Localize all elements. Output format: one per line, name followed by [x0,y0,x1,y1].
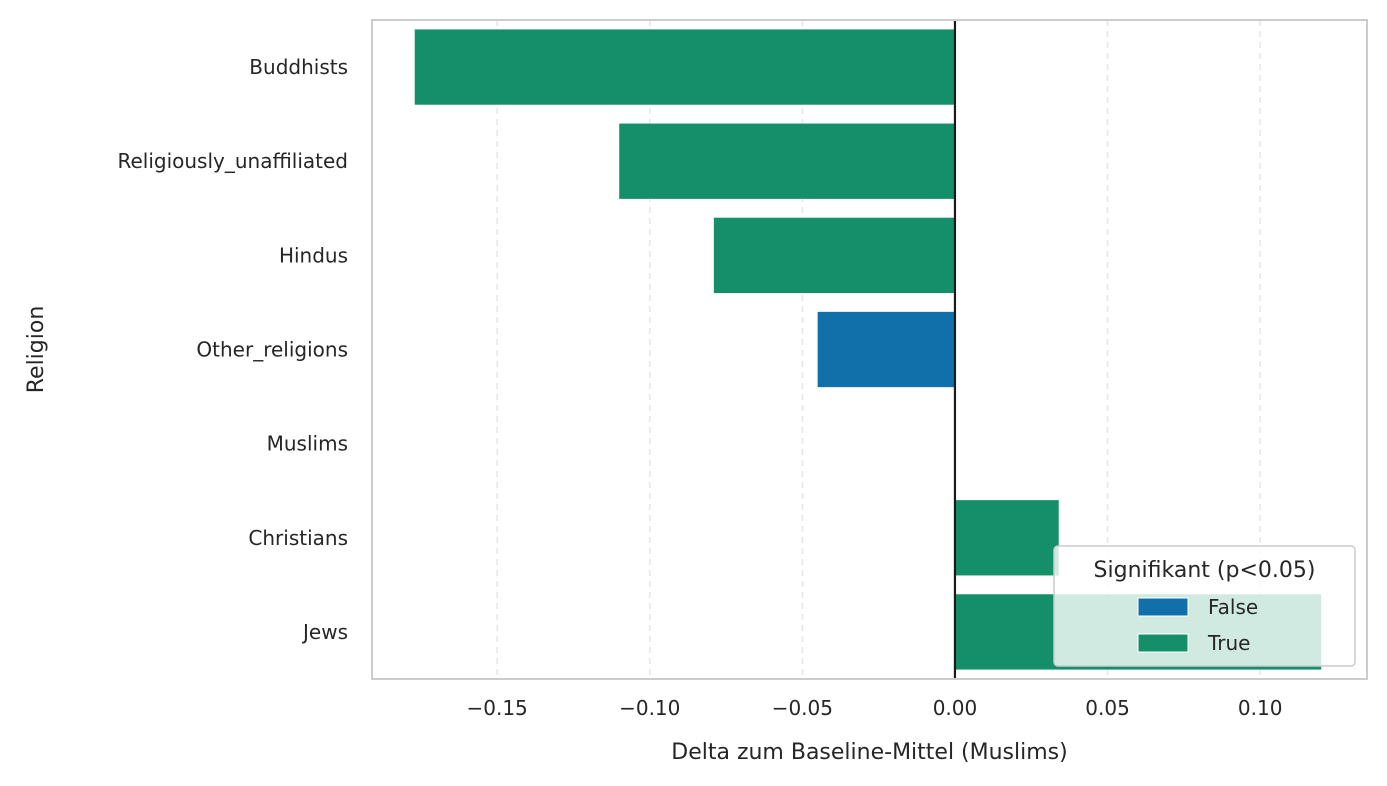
y-tick-label: Hindus [279,243,348,267]
y-tick-label: Jews [301,620,348,644]
y-tick-label: Buddhists [249,55,348,79]
legend-box [1053,545,1356,667]
x-tick-label: 0.00 [933,696,978,720]
legend-entries: False True [1137,595,1258,655]
legend-swatch [1137,597,1189,617]
y-tick-labels: Buddhists Religiously_unaffiliated Hindus O… [117,55,348,644]
x-tick-label: 0.05 [1085,696,1130,720]
legend-entry-label: False [1208,595,1258,619]
legend: Signifikant (p<0.05) False True [1053,545,1356,667]
legend-entry-label: True [1207,631,1250,655]
bar-christians [954,500,1059,576]
bar-other-religions [817,311,955,388]
x-tick-label: −0.05 [772,696,833,720]
plot-frame [371,19,1368,680]
x-axis-label: Delta zum Baseline-Mittel (Muslims) [671,740,1067,765]
x-tick-label: 0.10 [1238,696,1283,720]
legend-title: Signifikant (p<0.05) [1094,558,1316,583]
legend-swatch [1137,633,1189,653]
y-tick-label: Other_religions [196,338,348,362]
x-tick-label: −0.15 [466,696,527,720]
y-tick-label: Muslims [267,432,348,456]
x-tick-labels: −0.15 −0.10 −0.05 0.00 0.05 0.10 [466,696,1282,720]
y-tick-label: Religiously_unaffiliated [117,149,348,173]
x-tick-label: −0.10 [619,696,680,720]
y-axis-label: Religion [24,306,49,394]
y-tick-label: Christians [248,526,348,550]
bar-buddhists [414,29,955,105]
bar-hindus [713,217,955,294]
bar-religiously-unaffiliated [619,123,955,199]
